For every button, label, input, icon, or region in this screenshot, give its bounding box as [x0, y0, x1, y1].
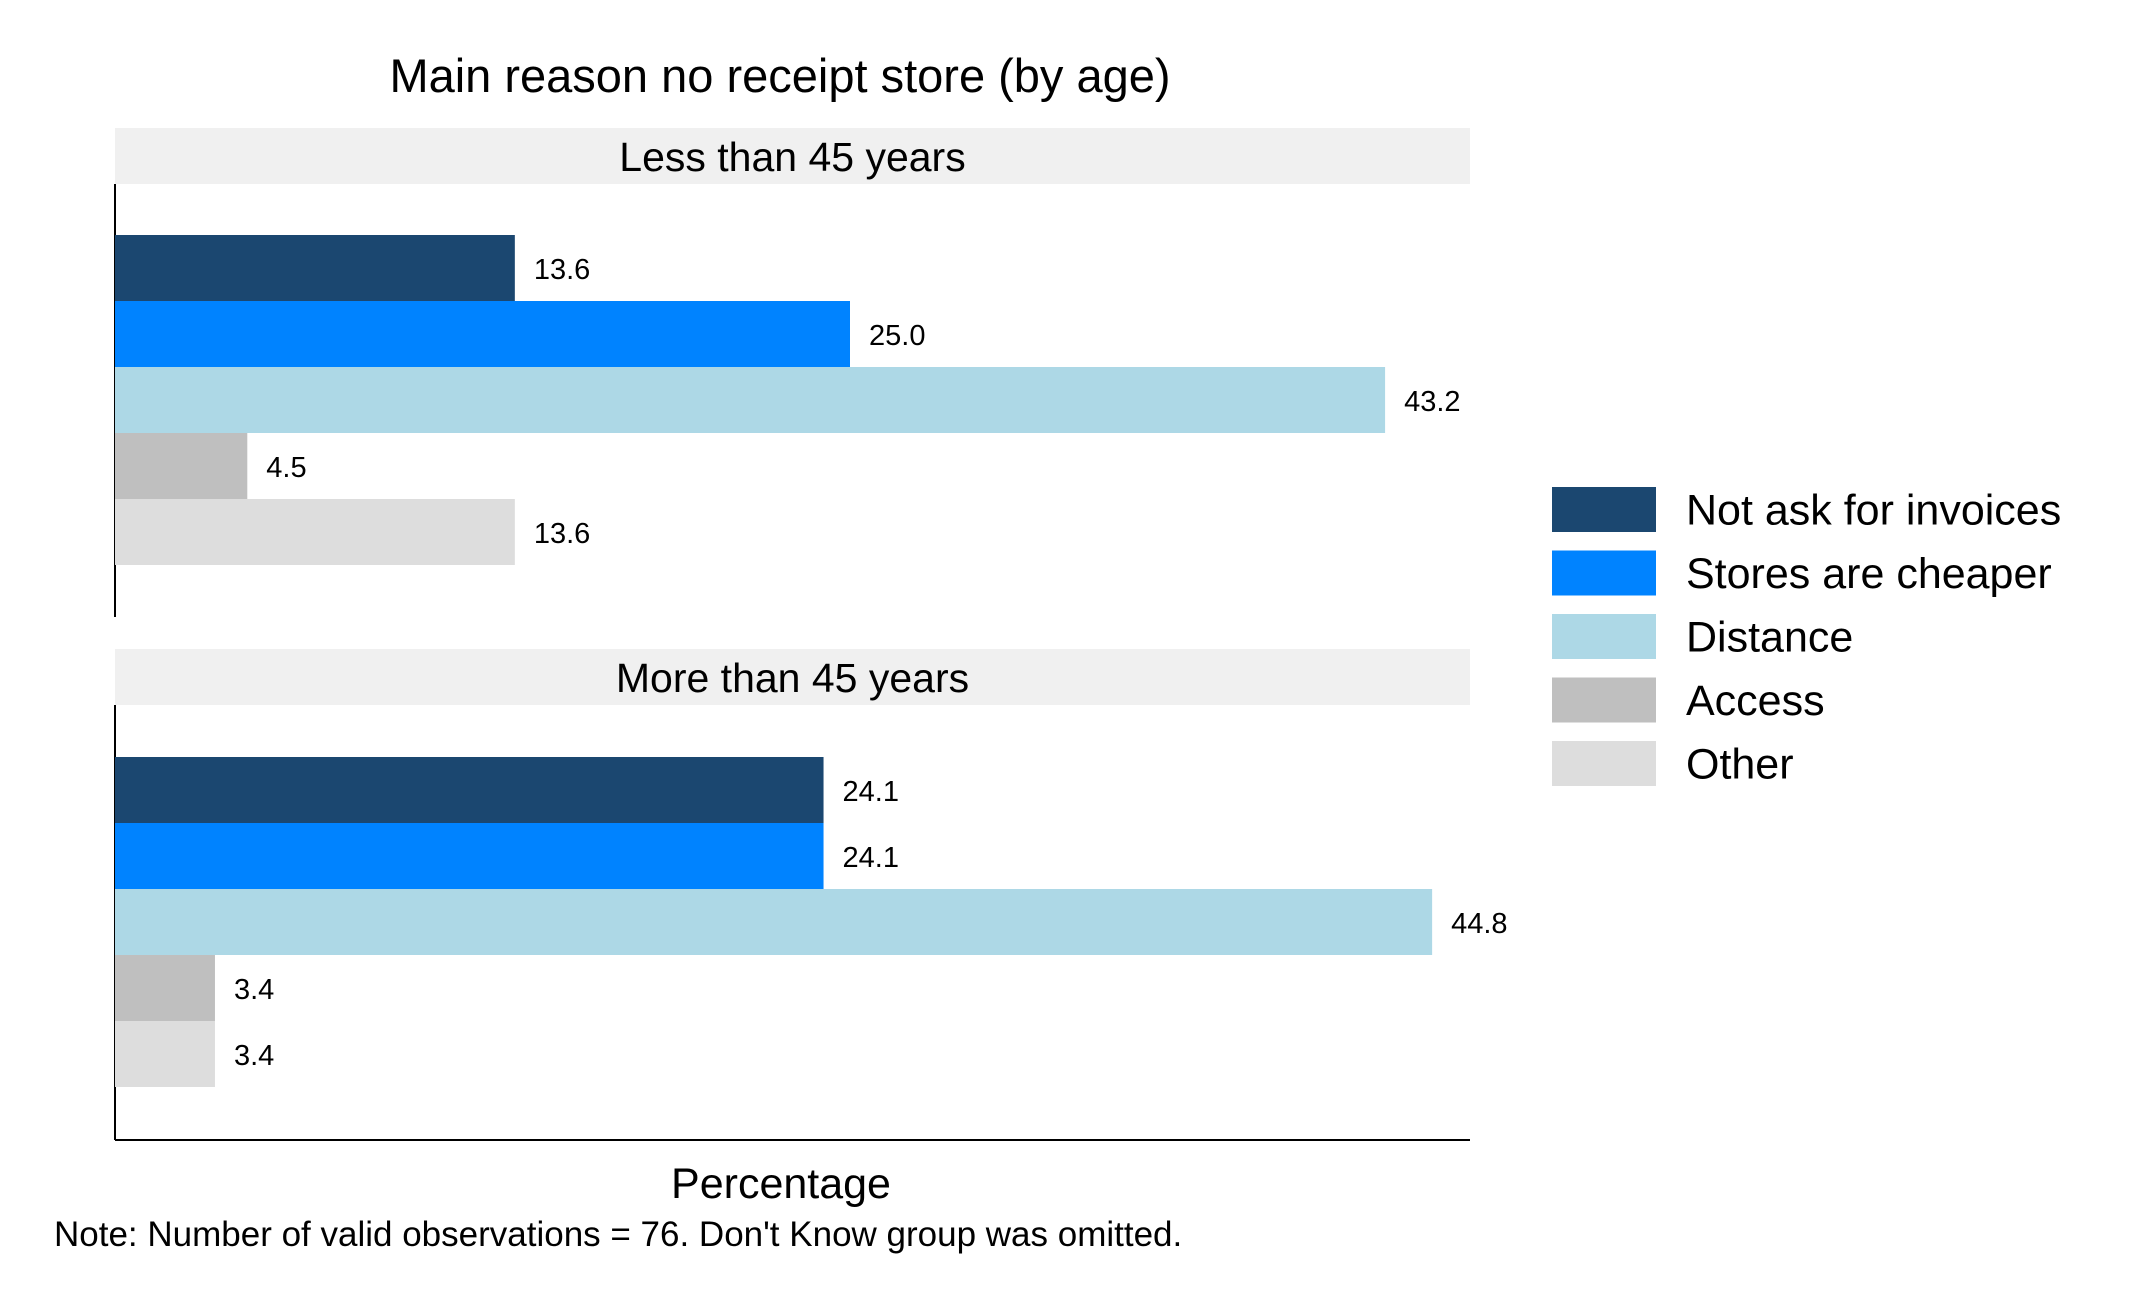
bar-value-label: 4.5: [266, 452, 306, 484]
legend-item: Distance: [1552, 614, 1853, 662]
bar: [115, 367, 1386, 433]
bar: [115, 889, 1433, 955]
legend-swatch: [1552, 614, 1656, 659]
legend-label: Access: [1686, 677, 1825, 725]
legend-swatch: [1552, 550, 1656, 596]
legend-swatch: [1552, 741, 1656, 786]
legend-swatch: [1552, 487, 1656, 532]
bar-value-label: 43.2: [1404, 386, 1460, 418]
legend-item: Stores are cheaper: [1552, 550, 2052, 598]
bar-value-label: 24.1: [843, 842, 899, 874]
panel: Less than 45 years 13.6 25.0 43.2 4.5 13.6: [114, 128, 1470, 617]
legend-item: Access: [1552, 677, 1825, 725]
panel-strip: [115, 649, 1470, 705]
bar: [115, 499, 515, 565]
chart-title: Main reason no receipt store (by age): [389, 49, 1170, 102]
panel-strip: [115, 128, 1470, 184]
panel-strip-label: More than 45 years: [616, 655, 969, 701]
panel: More than 45 years 24.1 24.1 44.8 3.4 3.4: [114, 649, 1508, 1141]
legend-label: Distance: [1686, 614, 1853, 662]
panels-layer: Less than 45 years 13.6 25.0 43.2 4.5 13.6 Mor…: [114, 128, 1508, 1141]
legend-label: Other: [1686, 741, 1794, 789]
legend-item: Other: [1552, 741, 1794, 789]
x-axis-label: Percentage: [671, 1160, 891, 1208]
bar: [115, 433, 248, 499]
legend-swatch: [1552, 677, 1656, 723]
bar: [115, 235, 515, 301]
bar-value-label: 13.6: [534, 518, 590, 550]
bar-value-label: 13.6: [534, 254, 590, 286]
panel-strip-label: Less than 45 years: [619, 134, 965, 180]
bar-value-label: 25.0: [869, 320, 925, 352]
bar-value-label: 3.4: [234, 974, 274, 1006]
bar-value-label: 3.4: [234, 1040, 274, 1072]
legend: Not ask for invoices Stores are cheaper Di…: [1552, 487, 2061, 789]
bar: [115, 301, 850, 367]
bar: [115, 757, 824, 823]
chart-note: Note: Number of valid observations = 76.…: [54, 1215, 1182, 1254]
bar-value-label: 24.1: [843, 776, 899, 808]
legend-item: Not ask for invoices: [1552, 487, 2061, 535]
legend-label: Stores are cheaper: [1686, 550, 2052, 598]
bar: [115, 1021, 215, 1087]
legend-label: Not ask for invoices: [1686, 487, 2061, 535]
bar-value-label: 44.8: [1451, 908, 1507, 940]
bar: [115, 955, 215, 1021]
bar: [115, 823, 824, 889]
